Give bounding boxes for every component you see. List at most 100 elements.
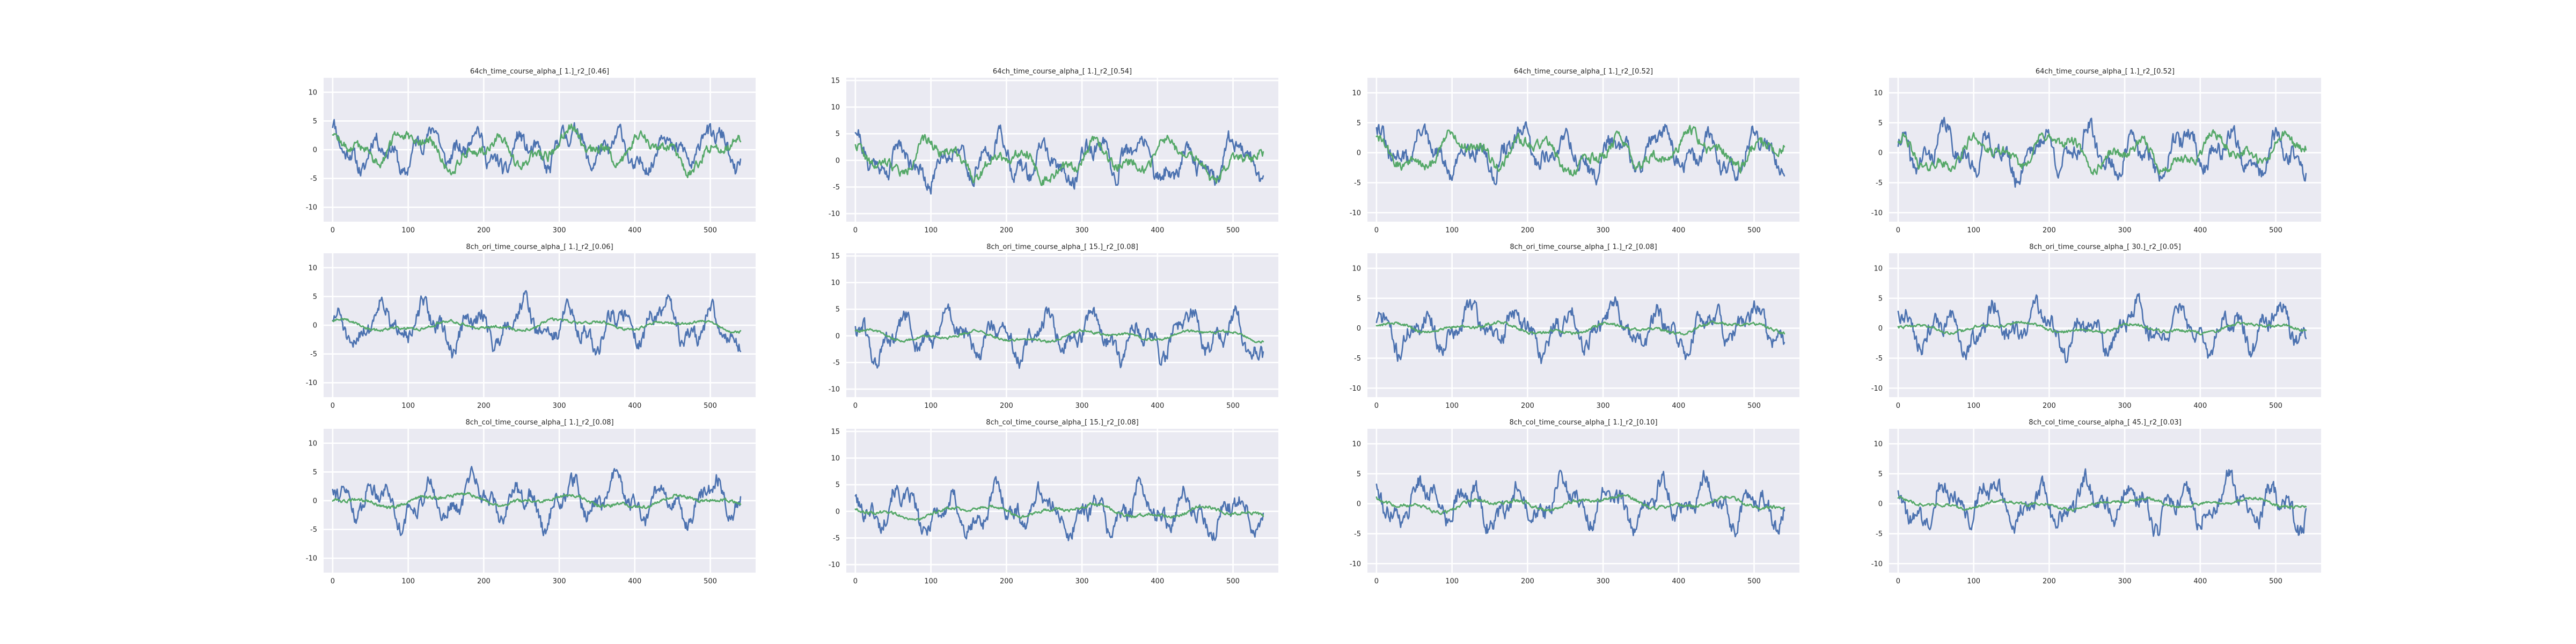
series-line-predicted <box>332 466 742 537</box>
y-tick-label: 15 <box>831 428 840 436</box>
y-tick-label: 0 <box>836 157 840 165</box>
y-tick-label: 10 <box>308 440 317 448</box>
x-tick-label: 500 <box>1747 226 1761 235</box>
x-tick-label: 0 <box>1374 226 1379 235</box>
x-tick-label: 500 <box>704 402 717 410</box>
subplot-title: 8ch_col_time_course_alpha_[ 1.]_r2_[0.08… <box>465 419 613 427</box>
y-tick-label: 0 <box>313 147 317 155</box>
subplot-title: 8ch_col_time_course_alpha_[ 1.]_r2_[0.10… <box>1509 419 1657 427</box>
x-tick-label: 400 <box>1672 577 1685 586</box>
x-tick-label: 100 <box>401 402 415 410</box>
x-tick-label: 500 <box>1747 577 1761 586</box>
y-tick-label: 10 <box>831 455 840 463</box>
x-tick-label: 0 <box>1374 577 1379 586</box>
x-tick-label: 0 <box>331 577 335 586</box>
x-tick-label: 0 <box>1896 226 1900 235</box>
series-line-predicted <box>854 303 1264 369</box>
x-tick-label: 300 <box>1075 577 1089 586</box>
x-tick-label: 0 <box>331 226 335 235</box>
x-tick-label: 300 <box>553 226 566 235</box>
x-tick-label: 200 <box>1521 402 1534 410</box>
x-tick-label: 200 <box>2043 402 2056 410</box>
y-tick-label: 5 <box>313 118 317 126</box>
subplot-5: 0 100 200 300 400 500 10 5 0 -5 -10 8ch_ori_time_co… <box>306 243 756 410</box>
y-tick-label: 5 <box>1878 119 1883 127</box>
y-tick-label: -5 <box>1354 179 1361 187</box>
y-tick-label: -5 <box>1876 179 1883 187</box>
y-tick-label: 0 <box>1357 325 1361 333</box>
series-line-predicted <box>854 124 1264 195</box>
y-tick-label: 10 <box>308 89 317 97</box>
series-line-actual <box>332 317 742 334</box>
x-tick-label: 400 <box>2193 402 2207 410</box>
x-tick-label: 400 <box>628 577 641 586</box>
x-tick-label: 500 <box>2269 402 2282 410</box>
axes-background <box>846 78 1278 222</box>
x-tick-label: 400 <box>2193 577 2207 586</box>
y-tick-label: -10 <box>306 379 317 387</box>
x-tick-label: 0 <box>331 402 335 410</box>
subplot-title: 64ch_time_course_alpha_[ 1.]_r2_[0.54] <box>993 68 1132 76</box>
y-tick-label: -5 <box>1876 530 1883 538</box>
x-tick-label: 500 <box>1226 577 1240 586</box>
y-tick-label: 0 <box>313 497 317 506</box>
subplot-4: 0 100 200 300 400 500 10 5 0 -5 -10 64ch_time_cours… <box>1871 68 2321 235</box>
y-tick-label: 5 <box>1357 295 1361 303</box>
subplot-title: 8ch_ori_time_course_alpha_[ 15.]_r2_[0.0… <box>986 243 1138 251</box>
y-tick-label: 10 <box>1352 89 1361 97</box>
series-line-predicted <box>332 119 742 177</box>
subplot-1: 0 100 200 300 400 500 10 5 0 -5 -10 64ch_time_cours… <box>306 68 756 235</box>
series-line-predicted <box>1375 296 1785 364</box>
y-tick-label: 5 <box>836 306 840 314</box>
x-tick-label: 100 <box>401 577 415 586</box>
series-line-actual <box>854 328 1264 344</box>
series-line-predicted <box>1897 468 2307 537</box>
x-tick-label: 400 <box>2193 226 2207 235</box>
y-tick-label: 10 <box>1874 440 1883 448</box>
y-tick-label: 10 <box>1352 265 1361 273</box>
y-tick-label: -10 <box>306 204 317 212</box>
y-tick-label: 0 <box>1878 500 1883 508</box>
y-tick-label: -5 <box>833 184 840 192</box>
x-tick-label: 100 <box>1445 577 1459 586</box>
x-tick-label: 400 <box>1672 402 1685 410</box>
series-line-actual <box>1375 320 1785 336</box>
y-tick-label: -5 <box>1876 355 1883 363</box>
x-tick-label: 400 <box>1672 226 1685 235</box>
y-tick-label: 15 <box>831 77 840 85</box>
y-tick-label: -10 <box>1871 209 1883 217</box>
y-tick-label: -5 <box>833 359 840 367</box>
x-tick-label: 100 <box>924 577 938 586</box>
x-tick-label: 200 <box>1521 577 1534 586</box>
y-tick-label: 10 <box>1874 89 1883 97</box>
x-tick-label: 300 <box>553 402 566 410</box>
x-tick-label: 500 <box>1747 402 1761 410</box>
x-tick-label: 200 <box>1000 402 1013 410</box>
axes-background <box>846 429 1278 573</box>
subplot-2: 0 100 200 300 400 500 15 10 5 0 -5 -10 64ch_time_cou… <box>829 68 1278 235</box>
axes-background <box>846 253 1278 397</box>
y-tick-label: -10 <box>1871 385 1883 393</box>
subplot-6: 0 100 200 300 400 500 15 10 5 0 -5 -10 8ch_ori_time_… <box>829 243 1278 410</box>
subplot-title: 64ch_time_course_alpha_[ 1.]_r2_[0.46] <box>470 68 609 76</box>
x-tick-label: 400 <box>1151 226 1164 235</box>
series-line-actual <box>1375 494 1785 515</box>
y-tick-label: 0 <box>1357 149 1361 157</box>
x-tick-label: 100 <box>1445 226 1459 235</box>
y-tick-label: 5 <box>836 481 840 489</box>
subplot-title: 8ch_col_time_course_alpha_[ 45.]_r2_[0.0… <box>2029 419 2181 427</box>
series-line-actual <box>854 502 1264 521</box>
y-tick-label: -10 <box>1350 560 1361 568</box>
x-tick-label: 300 <box>553 577 566 586</box>
y-tick-label: 10 <box>308 264 317 272</box>
series-line-actual <box>332 492 742 509</box>
axes-background <box>1889 78 2321 222</box>
subplot-title: 64ch_time_course_alpha_[ 1.]_r2_[0.52] <box>1514 68 1653 76</box>
y-tick-label: 5 <box>1357 119 1361 127</box>
y-tick-label: -10 <box>829 210 840 218</box>
y-tick-label: -5 <box>1354 355 1361 363</box>
x-tick-label: 100 <box>924 402 938 410</box>
y-tick-label: 10 <box>1352 440 1361 448</box>
x-tick-label: 200 <box>1521 226 1534 235</box>
